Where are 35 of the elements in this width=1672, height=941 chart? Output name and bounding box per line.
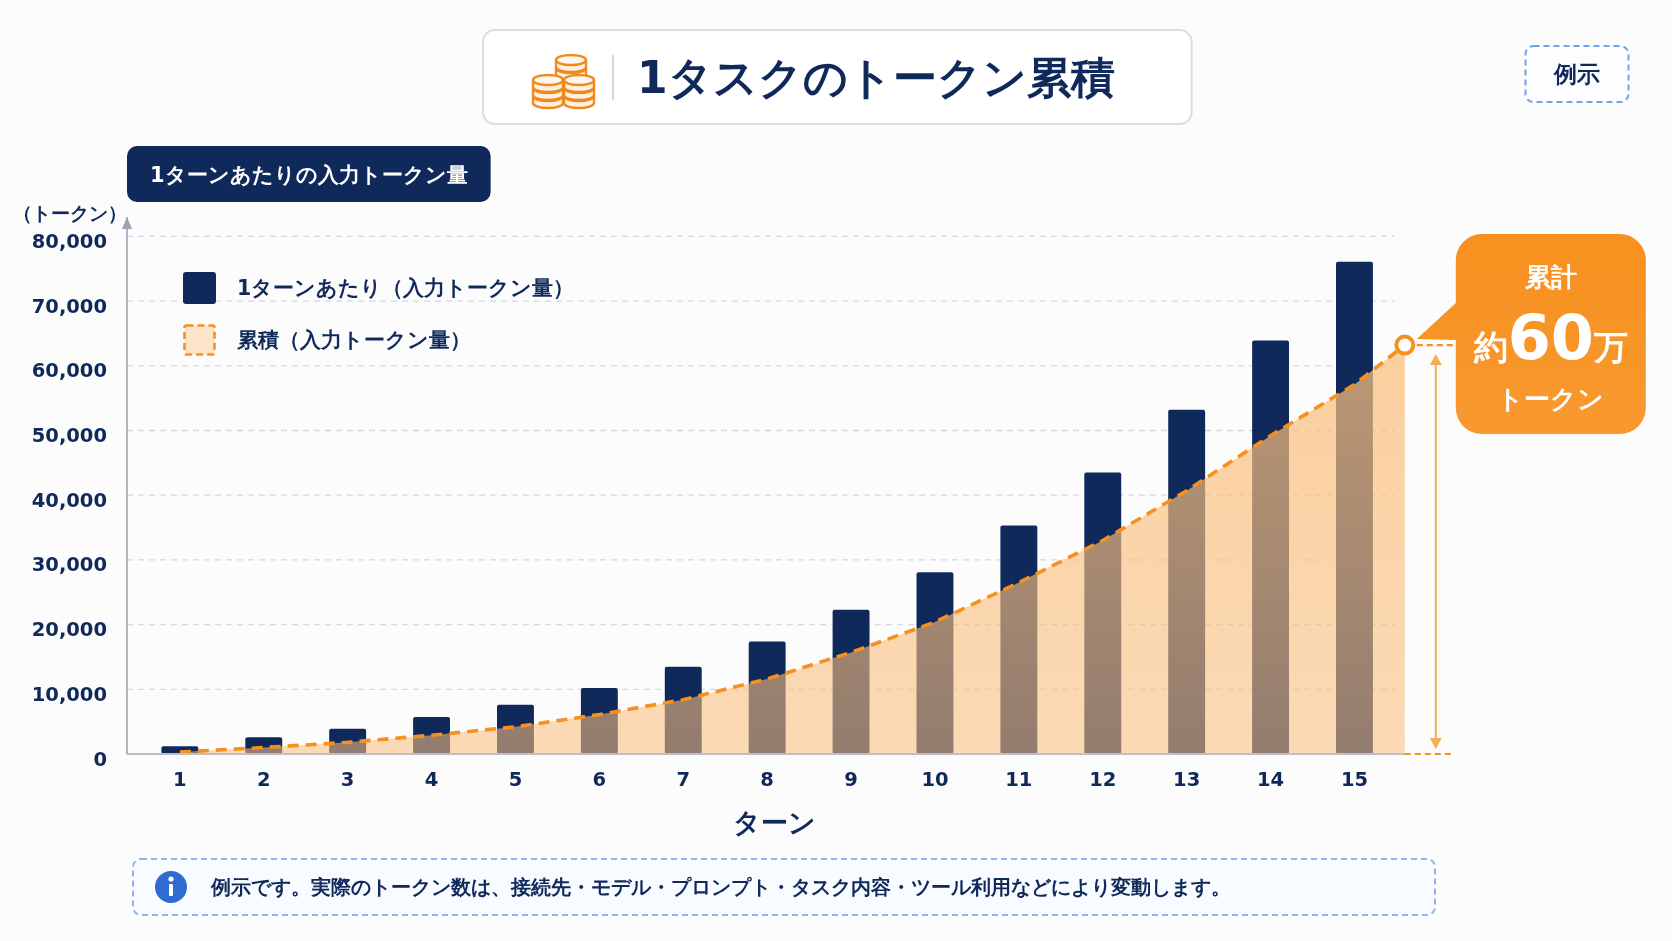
x-tick-label: 6 [592, 767, 607, 791]
x-tick-label: 5 [508, 767, 523, 791]
legend-label: 累積（入力トークン量） [237, 328, 471, 352]
x-tick-label: 9 [844, 767, 858, 791]
title: 1タスクのトークン累積 [637, 51, 1115, 103]
y-tick-label: 10,000 [31, 682, 107, 706]
x-tick-label: 1 [173, 767, 187, 791]
x-tick-label: 13 [1173, 767, 1201, 791]
annotation: 例示です。実際のトークン数は、接続先・モデル・プロンプト・タスク内容・ツール利用などにより変動します。 [211, 875, 1231, 899]
y-tick-label: 50,000 [31, 424, 107, 447]
y-tick-label: 40,000 [31, 488, 107, 512]
x-tick-label: 11 [1005, 767, 1033, 791]
y-tick-label: 30,000 [31, 553, 107, 577]
x-tick-label: 8 [760, 767, 774, 791]
y-tick-label: 60,000 [31, 359, 107, 383]
x-tick-label: 10 [921, 767, 949, 791]
x-tick-label: 7 [676, 767, 691, 791]
y-tick-label: 80,000 [31, 229, 107, 253]
x-tick-label: 4 [424, 767, 439, 791]
annotation: 約60万 [1473, 301, 1628, 375]
x-tick-label: 15 [1340, 767, 1369, 791]
y-tick-label: 20,000 [31, 618, 107, 642]
x-tick-label: 14 [1257, 767, 1285, 791]
subtitle: 1ターンあたりの入力トークン量 [150, 163, 468, 187]
y-tick-label: 70,000 [31, 294, 107, 318]
x-axis-title: ターン [732, 806, 816, 838]
x-tick-label: 12 [1089, 767, 1117, 791]
legend-label: 1ターンあたり（入力トークン量） [237, 276, 575, 300]
x-tick-label: 2 [256, 767, 271, 791]
y-axis-title: （トークン） [13, 202, 127, 224]
annotation: 累計 [1524, 262, 1577, 293]
annotation: 例示 [1554, 61, 1600, 87]
x-tick-label: 3 [340, 767, 355, 791]
annotation: トークン [1497, 384, 1605, 415]
y-tick-label: 0 [93, 747, 107, 771]
